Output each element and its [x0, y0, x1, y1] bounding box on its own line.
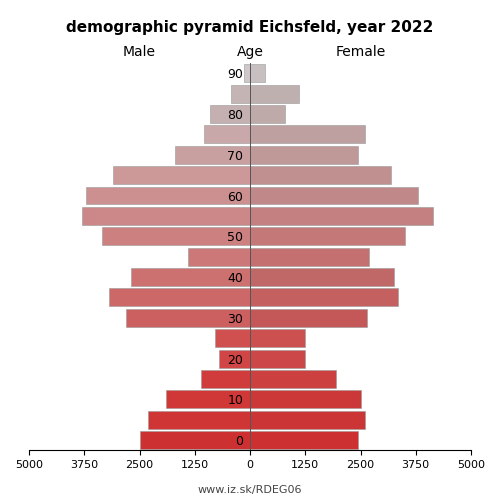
Bar [250, 126, 365, 144]
Text: Male: Male [123, 45, 156, 59]
Bar [250, 329, 305, 347]
Bar [202, 370, 250, 388]
Bar [250, 105, 286, 123]
Bar [102, 228, 250, 246]
Bar [126, 309, 250, 327]
Bar [250, 431, 358, 449]
Bar [250, 248, 370, 266]
Bar [250, 350, 305, 368]
Bar [250, 390, 360, 408]
Bar [250, 410, 365, 428]
Bar [86, 186, 250, 204]
Bar [250, 370, 336, 388]
Bar [250, 309, 367, 327]
Bar [250, 64, 266, 82]
Bar [219, 350, 250, 368]
Bar [113, 166, 250, 184]
Bar [140, 431, 250, 449]
Bar [250, 146, 358, 164]
Bar [175, 146, 250, 164]
Bar [204, 126, 250, 144]
Text: Female: Female [336, 45, 386, 59]
Bar [108, 288, 250, 306]
Bar [130, 268, 250, 286]
Bar [166, 390, 250, 408]
Bar [250, 207, 434, 225]
Bar [82, 207, 250, 225]
Text: www.iz.sk/RDEG06: www.iz.sk/RDEG06 [198, 485, 302, 495]
Bar [210, 105, 250, 123]
Bar [250, 84, 298, 102]
Bar [188, 248, 250, 266]
Bar [250, 288, 398, 306]
Bar [231, 84, 250, 102]
Bar [250, 186, 418, 204]
Bar [244, 64, 250, 82]
Bar [250, 228, 404, 246]
Bar [214, 329, 250, 347]
Text: demographic pyramid Eichsfeld, year 2022: demographic pyramid Eichsfeld, year 2022 [66, 20, 434, 35]
Bar [250, 166, 392, 184]
Bar [148, 410, 250, 428]
Bar [250, 268, 394, 286]
Text: Age: Age [236, 45, 264, 59]
